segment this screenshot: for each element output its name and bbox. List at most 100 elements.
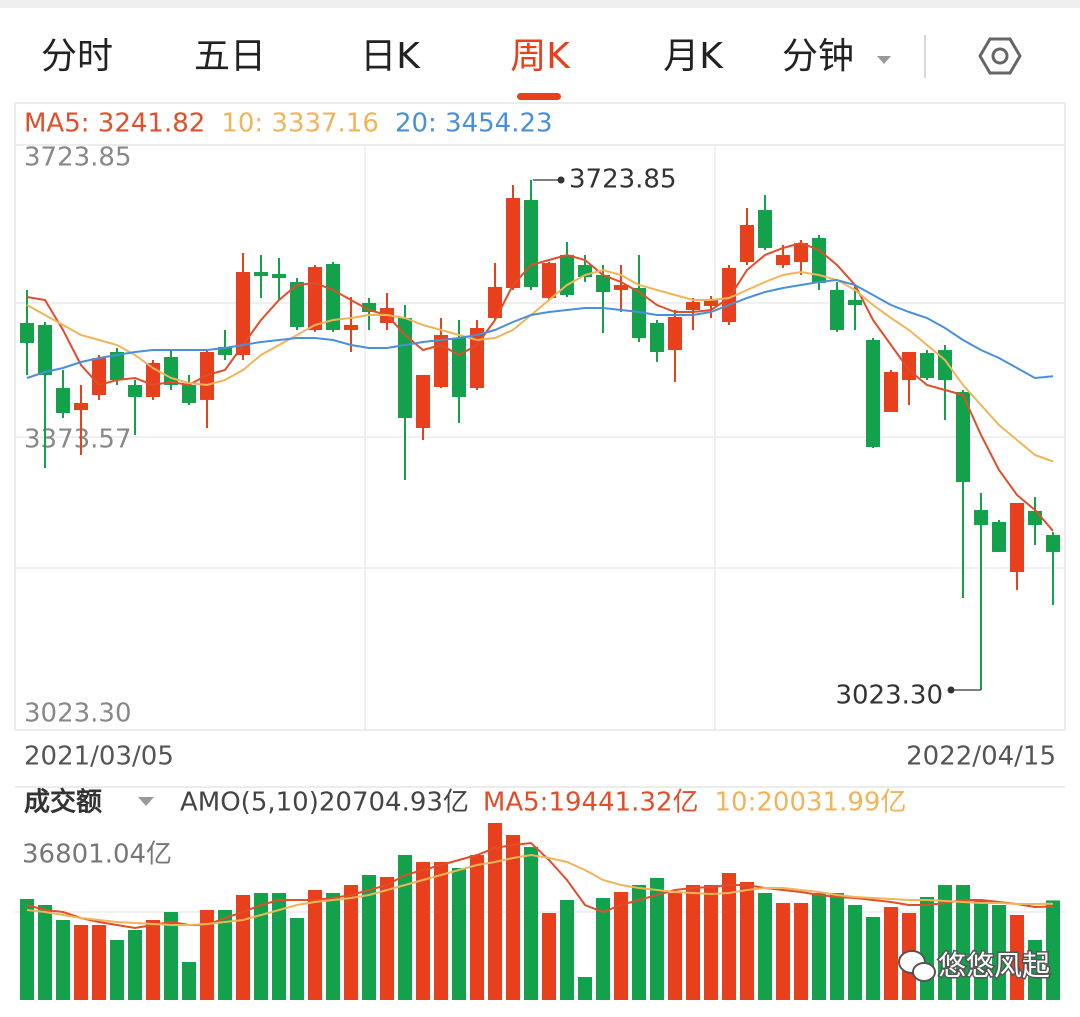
x-date-label: 2021/03/05 bbox=[24, 742, 174, 772]
tab[interactable]: 日K bbox=[360, 36, 421, 77]
volume-bar bbox=[776, 903, 790, 1000]
volume-bar bbox=[254, 893, 268, 1000]
tab[interactable]: 月K bbox=[663, 36, 724, 77]
candle-body bbox=[866, 339, 880, 447]
volume-bar bbox=[956, 885, 970, 1000]
active-tab-indicator bbox=[517, 93, 561, 100]
volume-bar bbox=[146, 920, 160, 1000]
volume-bar bbox=[416, 862, 430, 1000]
volume-bar bbox=[74, 925, 88, 1000]
volume-bar bbox=[524, 847, 538, 1000]
candle-body bbox=[434, 335, 448, 388]
volume-bar bbox=[650, 878, 664, 1000]
top-strip bbox=[0, 0, 1080, 8]
volume-bar bbox=[830, 893, 844, 1000]
volume-bar bbox=[632, 885, 646, 1000]
candle-body bbox=[794, 243, 808, 263]
price-panel bbox=[14, 102, 1066, 731]
volume-bar bbox=[290, 918, 304, 1000]
tab[interactable]: 五日 bbox=[194, 36, 266, 77]
min-label: 3023.30 bbox=[835, 681, 943, 711]
volume-bar bbox=[326, 893, 340, 1000]
legend-entry: MA5:19441.32亿 bbox=[483, 788, 699, 818]
volume-bar bbox=[866, 917, 880, 1000]
candle-body bbox=[920, 353, 934, 378]
candle-body bbox=[506, 198, 520, 288]
tab[interactable]: 分钟 bbox=[782, 36, 854, 77]
candle-body bbox=[1046, 535, 1060, 552]
volume-bar bbox=[1028, 940, 1042, 1000]
volume-bar bbox=[596, 898, 610, 1000]
volume-bar bbox=[488, 823, 502, 1000]
candle-body bbox=[398, 317, 412, 419]
candle-body bbox=[488, 286, 502, 318]
volume-bar bbox=[506, 835, 520, 1000]
volume-bar bbox=[434, 862, 448, 1000]
candle-body bbox=[884, 372, 898, 412]
minute-dropdown-arrow[interactable] bbox=[877, 56, 891, 64]
wechat-icon bbox=[898, 950, 936, 982]
volume-bar bbox=[614, 892, 628, 1000]
candle-body bbox=[308, 267, 322, 331]
candle-body bbox=[974, 509, 988, 525]
y-tick-label: 3023.30 bbox=[24, 699, 132, 729]
ma-line bbox=[26, 268, 1054, 463]
candle-body bbox=[254, 271, 268, 276]
candle-body bbox=[542, 263, 556, 298]
volume-bar bbox=[272, 893, 286, 1000]
volume-bar bbox=[38, 905, 52, 1000]
volume-bar bbox=[92, 925, 106, 1000]
volume-bar bbox=[110, 940, 124, 1000]
volume-bar bbox=[452, 868, 466, 1000]
candle-body bbox=[776, 255, 790, 265]
y-tick-label: 36801.04亿 bbox=[22, 840, 172, 870]
ma-line bbox=[26, 278, 1054, 380]
volume-bar bbox=[560, 900, 574, 1000]
candle-body bbox=[272, 274, 286, 279]
candle-body bbox=[758, 210, 772, 249]
candle-body bbox=[182, 384, 196, 404]
candle-body bbox=[326, 263, 340, 331]
volume-bar bbox=[938, 885, 952, 1000]
settings-icon[interactable] bbox=[978, 37, 1022, 75]
settings-dot bbox=[991, 47, 1009, 65]
candle-body bbox=[848, 300, 862, 306]
candle-body bbox=[20, 323, 34, 343]
x-date-label: 2022/04/15 bbox=[906, 742, 1056, 772]
volume-bar bbox=[542, 913, 556, 1000]
volume-title[interactable]: 成交额 bbox=[24, 787, 102, 818]
volume-bar bbox=[362, 875, 376, 1000]
volume-bar bbox=[848, 905, 862, 1000]
volume-dropdown-arrow[interactable] bbox=[138, 797, 154, 806]
tab[interactable]: 周K bbox=[510, 36, 571, 77]
volume-bar bbox=[920, 897, 934, 1000]
volume-bar bbox=[200, 910, 214, 1000]
candle-body bbox=[470, 327, 484, 389]
volume-bar bbox=[398, 855, 412, 1000]
candle-body bbox=[524, 199, 538, 287]
candle-body bbox=[650, 323, 664, 352]
volume-bar bbox=[308, 890, 322, 1000]
y-tick-label: 3723.85 bbox=[24, 143, 132, 173]
legend-entry: 10: 3337.16 bbox=[221, 109, 379, 139]
volume-bar bbox=[470, 855, 484, 1000]
min-dot bbox=[947, 686, 955, 694]
volume-bar bbox=[884, 907, 898, 1000]
tab[interactable]: 分时 bbox=[41, 36, 113, 77]
volume-bar bbox=[1046, 900, 1060, 1000]
volume-bar bbox=[704, 885, 718, 1000]
volume-bar bbox=[344, 885, 358, 1000]
price-grid bbox=[15, 145, 1065, 730]
volume-bar bbox=[722, 873, 736, 1000]
candle-body bbox=[1028, 510, 1042, 525]
volume-bar bbox=[380, 877, 394, 1000]
volume-bar bbox=[992, 905, 1006, 1000]
candle-body bbox=[236, 271, 250, 355]
candle-body bbox=[92, 358, 106, 396]
candle-body bbox=[704, 300, 718, 306]
legend-entry: MA5: 3241.82 bbox=[24, 109, 205, 139]
candle-body bbox=[56, 388, 70, 413]
candle-body bbox=[164, 357, 178, 385]
candle-body bbox=[110, 351, 124, 381]
